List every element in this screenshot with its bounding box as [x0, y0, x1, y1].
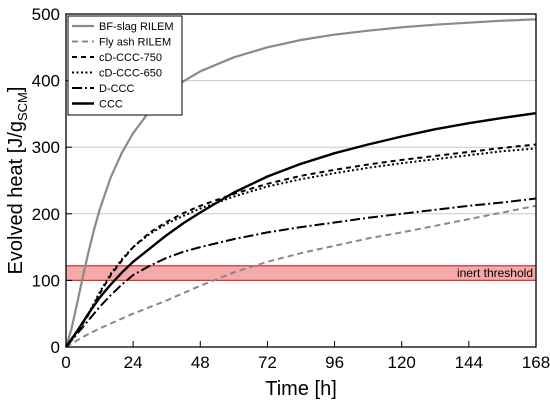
band-fill: [66, 265, 536, 281]
series-line-d-ccc: [65, 197, 537, 348]
legend: BF-slag RILEM Fly ash RILEM cD-CCC-750 cD-C…: [67, 15, 183, 116]
x-axis-title: Time [h]: [265, 378, 337, 400]
legend-label-cd-ccc-750: cD-CCC-750: [99, 52, 162, 64]
y-tick-label: 200: [32, 205, 60, 224]
axis-ticks: 0 24 48 72 96 120 144 168 0 100 200 300 400 500: [32, 5, 550, 372]
y-axis-title-main: Evolved heat [J/g: [5, 121, 27, 274]
y-tick-label: 0: [51, 338, 60, 357]
y-axis-title: Evolved heat [J/gSCM]: [5, 87, 30, 275]
legend-label-fly-ash-rilem: Fly ash RILEM: [99, 37, 171, 49]
x-tick-label: 120: [388, 353, 416, 372]
y-tick-label: 100: [32, 271, 60, 290]
x-tick-label: 144: [455, 353, 483, 372]
y-axis-title-subscript: SCM: [15, 92, 30, 121]
y-tick-label: 300: [32, 138, 60, 157]
x-tick-label: 96: [325, 353, 344, 372]
plot-frame: [65, 13, 537, 348]
legend-label-cd-ccc-650: cD-CCC-650: [99, 68, 162, 80]
x-tick-label: 0: [61, 353, 70, 372]
x-tick-label: 24: [124, 353, 143, 372]
y-axis-title-close: ]: [5, 87, 27, 93]
y-tick-label: 400: [32, 72, 60, 91]
legend-box: [67, 15, 183, 116]
x-tick-label: 48: [191, 353, 210, 372]
series-line-ccc: [65, 112, 537, 348]
series-line-cd-ccc-750: [65, 143, 537, 348]
inert-threshold-band: [66, 265, 536, 282]
legend-label-ccc: CCC: [99, 99, 123, 111]
legend-label-bf-slag-rilem: BF-slag RILEM: [99, 21, 174, 33]
legend-label-d-ccc: D-CCC: [99, 83, 134, 95]
x-tick-label: 72: [258, 353, 277, 372]
series-line-cd-ccc-650: [65, 147, 537, 348]
band-label: inert threshold: [457, 266, 533, 280]
y-tick-label: 500: [32, 5, 60, 24]
x-tick-label: 168: [522, 353, 550, 372]
